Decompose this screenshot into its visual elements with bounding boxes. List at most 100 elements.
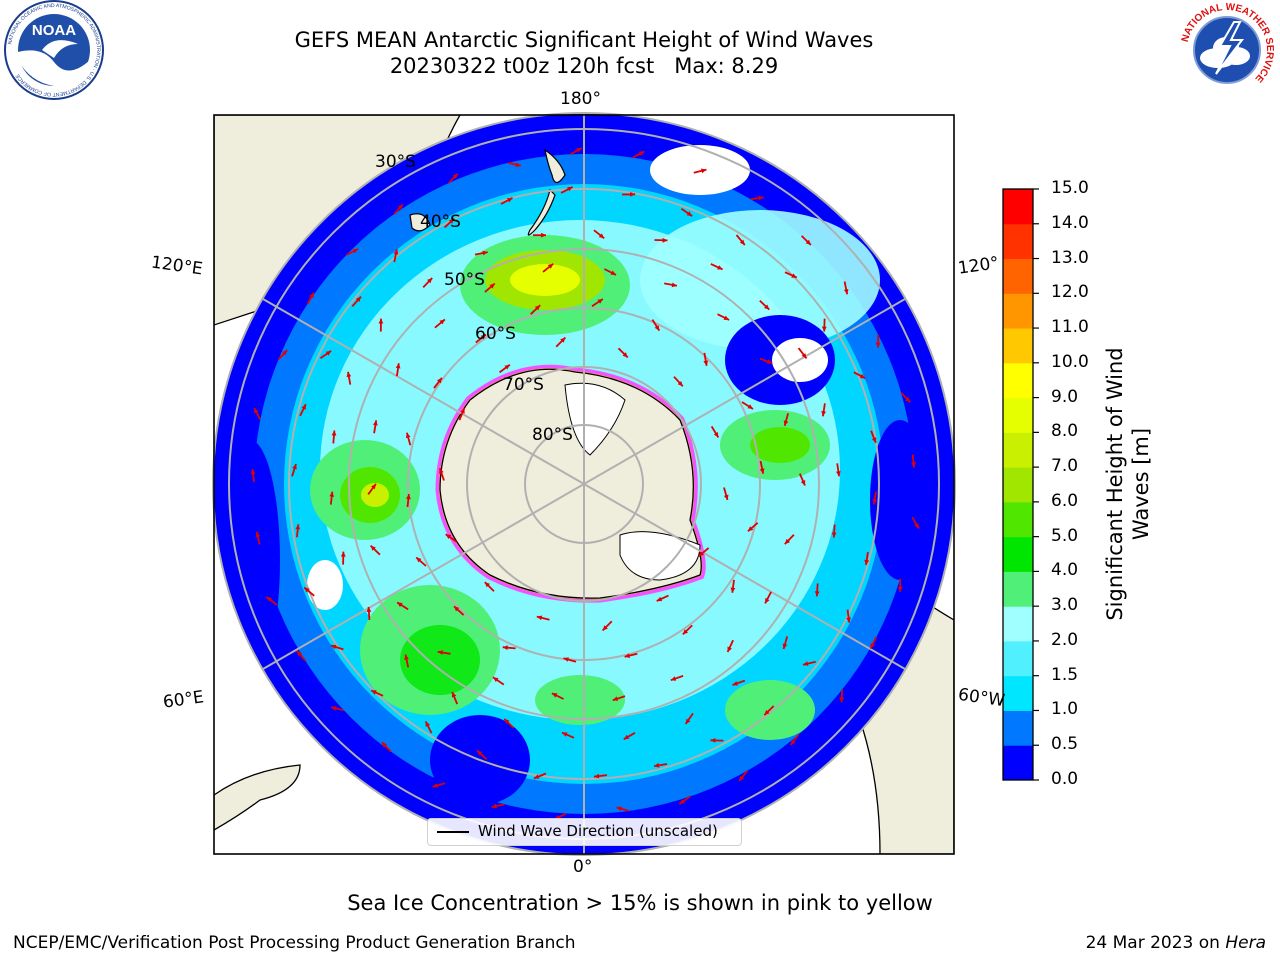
colorbar-tick-label: 15.0 xyxy=(1051,178,1089,198)
wave-arrow-head xyxy=(759,468,765,474)
map-subtitle: 20230322 t00z 120h fcst Max: 8.29 xyxy=(0,53,1168,79)
wave-arrow-head xyxy=(654,325,660,331)
wave-arrow-head xyxy=(405,432,411,439)
wave-arrow-head xyxy=(329,491,335,497)
wave-arrow-head xyxy=(355,296,361,302)
run-info: 20230322 t00z 120h fcst xyxy=(389,54,655,78)
wave-arrow-head xyxy=(536,615,543,621)
footer-date: 24 Mar 2023 on Hera xyxy=(1086,933,1266,953)
wave-arrow-head xyxy=(701,168,707,174)
graticule xyxy=(228,113,940,855)
colorbar-tick-label: 10.0 xyxy=(1051,351,1089,372)
wave-arrow-head xyxy=(801,353,807,359)
wave-arrow-head xyxy=(732,681,738,686)
wave-arrow-head xyxy=(623,734,630,740)
legend-line-sample xyxy=(437,831,469,833)
wave-arrow-head xyxy=(758,195,764,201)
lat-label-40s: 40°S xyxy=(420,212,461,232)
wave-arrow-head xyxy=(439,468,444,474)
wave-arrow-head xyxy=(790,739,796,745)
wave-arrow-head xyxy=(698,551,704,557)
wave-arrow-head xyxy=(541,232,546,238)
wave-arrow-head xyxy=(710,738,716,743)
colorbar xyxy=(1002,188,1039,781)
disk-boundary xyxy=(212,112,956,856)
wave-arrow-head xyxy=(397,204,403,210)
colorbar-swatch xyxy=(1003,606,1033,642)
lon-label-0: 0° xyxy=(573,857,593,877)
sea-ice-caption: Sea Ice Concentration > 15% is shown in … xyxy=(347,891,933,915)
wave-arrow-head xyxy=(597,299,603,304)
wave-arrow-head xyxy=(864,559,870,565)
wave-arrow-head xyxy=(686,211,693,217)
wave-arrow-head xyxy=(671,282,677,288)
wave-arrow-head xyxy=(803,661,809,666)
wave-arrow-head xyxy=(791,273,797,278)
wave-arrow-head xyxy=(567,186,573,192)
wave-arrow-head xyxy=(491,803,497,809)
wave-arrow-head xyxy=(304,587,310,593)
wave-arrow-head xyxy=(366,606,372,612)
noaa-text: NOAA xyxy=(32,22,76,39)
wave-arrow-head xyxy=(547,263,554,269)
wave-arrow-head xyxy=(451,692,457,698)
wave-arrow-head xyxy=(292,464,297,470)
wave-arrow-head xyxy=(484,582,490,588)
wave-arrow-head xyxy=(502,645,508,650)
wave-arrow-head xyxy=(504,364,510,370)
footer-branch: NCEP/EMC/Verification Post Processing Pr… xyxy=(13,933,576,953)
wave-arrow-head xyxy=(814,591,820,597)
wave-arrow-head xyxy=(662,237,668,243)
colorbar-tick-label: 6.0 xyxy=(1051,490,1079,511)
colorbar-tick-label: 11.0 xyxy=(1051,317,1089,338)
wave-arrow-head xyxy=(295,524,301,530)
wave-arrow-head xyxy=(821,411,826,417)
wave-arrow-head xyxy=(437,377,442,384)
wave-arrow-head xyxy=(352,249,359,254)
wave-arrow-head xyxy=(560,337,566,343)
new-zealand-landmass xyxy=(527,148,566,236)
map-frame xyxy=(213,114,955,855)
wave-arrow-head xyxy=(515,162,521,167)
wave-arrow-head xyxy=(765,597,770,604)
wave-arrow-head xyxy=(482,250,488,256)
lat-label-50s: 50°S xyxy=(444,270,485,290)
wave-arrow-head xyxy=(622,352,628,358)
wave-arrow-head xyxy=(448,218,455,224)
wave-arrow-head xyxy=(489,283,495,289)
wave-arrow-head xyxy=(846,617,851,623)
colorbar-swatch xyxy=(1003,745,1033,781)
colorbar-swatch xyxy=(1003,467,1033,503)
wave-arrow-head xyxy=(551,693,558,698)
wave-arrow-head xyxy=(445,534,452,539)
wave-arrow-head xyxy=(432,783,438,788)
wave-arrow-head xyxy=(427,278,433,284)
wave-arrow-head xyxy=(670,676,677,681)
wave-arrow-head xyxy=(371,690,377,695)
nws-logo: NATIONAL WEATHER SERVICE xyxy=(1179,2,1275,98)
colorbar-swatch xyxy=(1003,432,1033,468)
colorbar-tick-label: 1.5 xyxy=(1051,664,1079,685)
wave-arrow-head xyxy=(783,420,789,426)
wave-arrow-head xyxy=(897,586,903,592)
wave-arrow-head xyxy=(534,305,541,311)
wave-arrow-head xyxy=(296,650,302,657)
wave-direction-arrows xyxy=(250,147,920,821)
wave-arrow-head xyxy=(594,773,600,779)
wave-arrow-head xyxy=(713,432,719,438)
colorbar-tick-label: 7.0 xyxy=(1051,456,1079,477)
wave-arrow-head xyxy=(309,292,314,299)
wave-arrow-head xyxy=(739,775,745,781)
colorbar-tick-label: 0.0 xyxy=(1051,769,1079,789)
wave-arrow-head xyxy=(325,350,332,356)
wave-arrow-head xyxy=(266,597,272,602)
wave-arrow-head xyxy=(730,587,736,593)
wave-arrow-head xyxy=(703,360,709,366)
wave-arrow-head xyxy=(477,750,483,756)
colorbar-swatch xyxy=(1003,328,1033,364)
wave-arrow-head xyxy=(859,373,866,379)
wave-arrow-head xyxy=(493,677,499,682)
africa-landmass xyxy=(214,764,301,831)
wave-arrow-head xyxy=(911,462,916,468)
colorbar-tick-label: 5.0 xyxy=(1051,525,1079,546)
